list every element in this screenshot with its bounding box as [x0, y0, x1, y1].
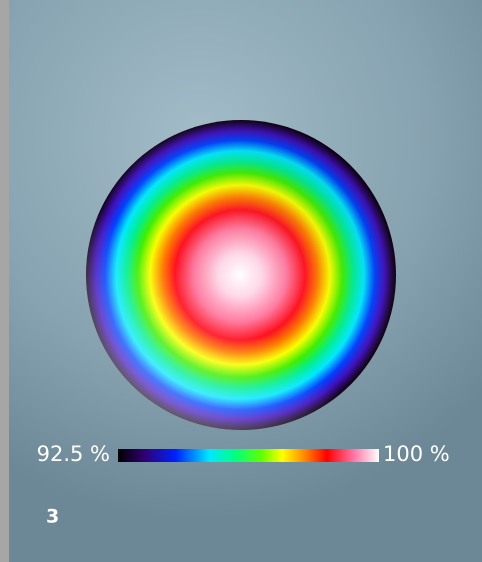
- side-strip: [0, 0, 9, 562]
- colorbar-max-label: 100 %: [383, 442, 450, 466]
- colorbar-min-label: 92.5 %: [37, 442, 110, 466]
- disc-shading: [86, 120, 396, 430]
- panel-label: 3: [46, 506, 59, 528]
- colorbar: [118, 449, 379, 462]
